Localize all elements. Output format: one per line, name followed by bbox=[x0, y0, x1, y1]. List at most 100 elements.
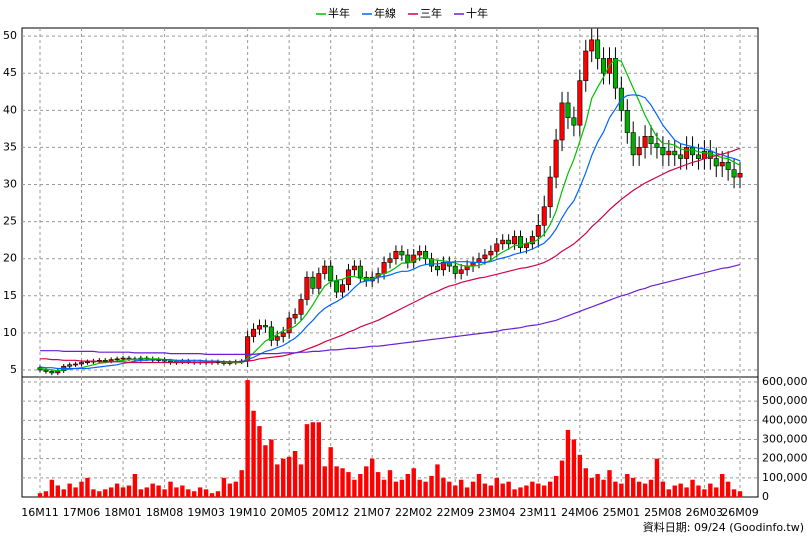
x-tick-label: 19M03 bbox=[187, 506, 225, 519]
candle-body bbox=[595, 39, 601, 59]
candle-body bbox=[434, 265, 440, 271]
candle-body bbox=[334, 280, 340, 293]
candle-body bbox=[571, 117, 577, 126]
candle-body bbox=[411, 254, 417, 263]
volume-bar bbox=[352, 479, 357, 497]
volume-bar bbox=[631, 477, 636, 497]
candle-body bbox=[280, 332, 286, 337]
x-tick-label: 24M06 bbox=[561, 506, 599, 519]
candle-body bbox=[719, 161, 725, 167]
volume-bar bbox=[690, 479, 695, 497]
volume-bar bbox=[275, 464, 280, 497]
y-tick-label: 20 bbox=[3, 252, 17, 265]
candle-body bbox=[262, 325, 268, 328]
legend-label: 十年 bbox=[466, 6, 488, 20]
volume-bar bbox=[132, 473, 138, 497]
volume-bar bbox=[197, 487, 203, 497]
candle-body bbox=[399, 250, 405, 256]
volume-bar bbox=[156, 485, 161, 497]
volume-bar bbox=[464, 487, 470, 497]
y-tick-label: 40 bbox=[3, 103, 17, 116]
volume-bar bbox=[524, 485, 529, 497]
volume-bar bbox=[417, 479, 422, 497]
candle-body bbox=[529, 236, 535, 245]
candle-body bbox=[251, 328, 257, 337]
candle-body bbox=[695, 154, 701, 159]
candle-body bbox=[79, 362, 85, 365]
x-tick-label: 19M10 bbox=[229, 506, 267, 519]
candle-body bbox=[636, 147, 642, 156]
ma-line bbox=[39, 94, 741, 370]
volume-bar bbox=[660, 481, 666, 497]
volume-bar bbox=[67, 483, 72, 497]
y2-tick-label: 600,000 bbox=[762, 375, 808, 388]
x-tick-label: 18M01 bbox=[104, 506, 142, 519]
volume-bar bbox=[310, 422, 316, 497]
x-tick-label: 25M08 bbox=[644, 506, 682, 519]
volume-bar bbox=[221, 477, 227, 497]
volume-bar bbox=[292, 450, 298, 497]
candle-body bbox=[423, 250, 429, 259]
candle-body bbox=[624, 110, 630, 133]
volume-bar bbox=[304, 424, 310, 497]
volume-bar bbox=[286, 456, 292, 497]
candle-body bbox=[731, 169, 737, 178]
volume-bar bbox=[500, 483, 505, 497]
volume-bar bbox=[482, 483, 488, 497]
volume-bar bbox=[725, 481, 731, 497]
volume-bar bbox=[381, 479, 387, 497]
candle-body bbox=[725, 161, 731, 170]
volume-bar bbox=[423, 481, 428, 497]
candle-body bbox=[351, 265, 357, 271]
volume-bar bbox=[180, 485, 185, 497]
volume-bar bbox=[79, 481, 84, 497]
volume-bar bbox=[731, 489, 737, 497]
volume-bar bbox=[583, 468, 588, 497]
candle-body bbox=[506, 239, 512, 245]
candle-body bbox=[316, 273, 322, 289]
candle-body bbox=[713, 158, 719, 167]
volume-bar bbox=[737, 491, 743, 497]
candle-body bbox=[482, 254, 488, 259]
volume-bar bbox=[37, 493, 43, 497]
x-tick-label: 17M06 bbox=[63, 506, 101, 519]
x-tick-label: 23M11 bbox=[520, 506, 558, 519]
volume-bar bbox=[684, 487, 689, 497]
x-tick-label: 25M01 bbox=[603, 506, 641, 519]
candle-body bbox=[660, 147, 666, 156]
volume-bar bbox=[91, 489, 96, 497]
volume-bar bbox=[55, 485, 60, 497]
x-tick-label: 20M05 bbox=[270, 506, 308, 519]
volume-bar bbox=[203, 489, 209, 497]
volume-bar bbox=[186, 489, 191, 497]
y-tick-label: 5 bbox=[10, 363, 17, 376]
volume-bar bbox=[530, 481, 535, 497]
volume-bar bbox=[542, 485, 547, 497]
volume-bar bbox=[49, 479, 55, 497]
volume-bar bbox=[328, 447, 333, 497]
volume-bar bbox=[150, 483, 155, 497]
volume-bar bbox=[245, 380, 250, 497]
volume-bar bbox=[43, 491, 49, 497]
candle-body bbox=[565, 102, 571, 119]
volume-bar bbox=[589, 477, 594, 497]
volume-bar bbox=[411, 468, 416, 497]
candle-body bbox=[440, 262, 446, 271]
volume-bar bbox=[571, 439, 577, 497]
volume-bar bbox=[73, 487, 78, 497]
ma-line bbox=[39, 58, 741, 372]
legend-label: 半年 bbox=[328, 6, 350, 20]
volume-bar bbox=[720, 473, 725, 497]
candle-body bbox=[666, 150, 672, 156]
candle-body bbox=[458, 269, 464, 274]
candle-body bbox=[672, 150, 678, 156]
volume-bar bbox=[642, 483, 648, 497]
y-tick-label: 10 bbox=[3, 326, 17, 339]
candle-body bbox=[541, 206, 547, 226]
candle-body bbox=[553, 139, 559, 178]
volume-bar bbox=[447, 481, 452, 497]
volume-bar bbox=[577, 454, 583, 497]
volume-bar bbox=[636, 481, 642, 497]
volume-bar bbox=[696, 485, 701, 497]
